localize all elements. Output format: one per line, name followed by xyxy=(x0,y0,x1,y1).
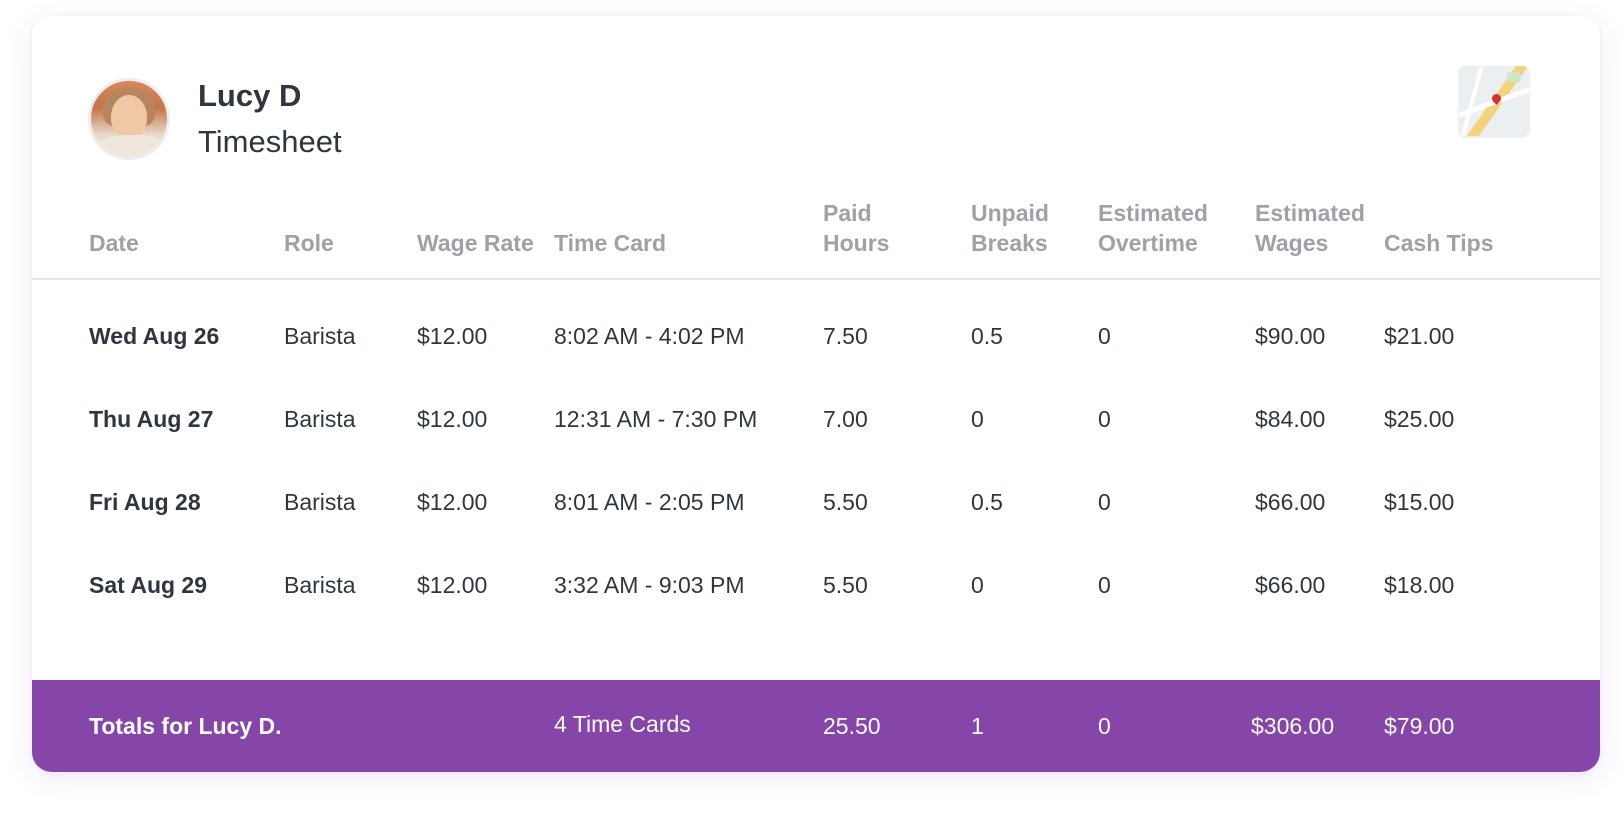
table-row[interactable]: Thu Aug 27 Barista $12.00 12:31 AM - 7:3… xyxy=(32,399,1600,439)
cell-role: Barista xyxy=(284,489,356,515)
cell-paid-hours: 7.50 xyxy=(823,323,868,349)
cell-wage-rate: $12.00 xyxy=(417,323,488,349)
cell-unpaid-breaks: 0.5 xyxy=(971,323,1003,349)
cell-date: Sat Aug 29 xyxy=(89,572,208,598)
column-header-estimated-overtime-line1: Estimated xyxy=(1098,200,1208,226)
column-header-unpaid-breaks-line2: Breaks xyxy=(971,230,1048,256)
cell-role: Barista xyxy=(284,406,356,432)
timesheet-card: Lucy D Timesheet Date Role Wage Rate Tim… xyxy=(32,16,1600,772)
column-header-estimated-overtime[interactable]: Estimated Overtime xyxy=(1098,198,1238,258)
cell-paid-hours: 7.00 xyxy=(823,406,868,432)
cell-cash-tips: $15.00 xyxy=(1384,489,1455,515)
cell-unpaid-breaks: 0 xyxy=(971,572,984,598)
totals-paid-hours: 25.50 xyxy=(823,713,881,739)
cell-role: Barista xyxy=(284,323,356,349)
column-header-estimated-wages[interactable]: Estimated Wages xyxy=(1255,198,1395,258)
table-row[interactable]: Sat Aug 29 Barista $12.00 3:32 AM - 9:03… xyxy=(32,565,1600,605)
column-header-paid-hours-line1: Paid xyxy=(823,200,872,226)
cell-estimated-wages: $84.00 xyxy=(1255,406,1326,432)
cell-paid-hours: 5.50 xyxy=(823,572,868,598)
totals-estimated-wages: $306.00 xyxy=(1251,713,1335,739)
column-header-estimated-wages-line1: Estimated xyxy=(1255,200,1365,226)
cell-wage-rate: $12.00 xyxy=(417,489,488,515)
cell-cash-tips: $25.00 xyxy=(1384,406,1455,432)
employee-name: Lucy D xyxy=(198,78,302,113)
cell-role: Barista xyxy=(284,572,356,598)
cell-estimated-wages: $66.00 xyxy=(1255,572,1326,598)
totals-estimated-overtime: 0 xyxy=(1098,713,1111,739)
cell-estimated-overtime: 0 xyxy=(1098,406,1111,432)
cell-estimated-wages: $90.00 xyxy=(1255,323,1326,349)
cell-cash-tips: $18.00 xyxy=(1384,572,1455,598)
cell-unpaid-breaks: 0.5 xyxy=(971,489,1003,515)
column-header-estimated-wages-line2: Wages xyxy=(1255,230,1329,256)
column-header-unpaid-breaks[interactable]: Unpaid Breaks xyxy=(971,198,1111,258)
cell-date: Fri Aug 28 xyxy=(89,489,201,515)
cell-estimated-overtime: 0 xyxy=(1098,323,1111,349)
cell-wage-rate: $12.00 xyxy=(417,406,488,432)
page-subtitle: Timesheet xyxy=(198,124,342,159)
column-header-role[interactable]: Role xyxy=(284,230,334,256)
cell-cash-tips: $21.00 xyxy=(1384,323,1455,349)
avatar xyxy=(88,78,170,160)
avatar-face xyxy=(111,95,147,139)
cell-paid-hours: 5.50 xyxy=(823,489,868,515)
column-header-wage-rate[interactable]: Wage Rate xyxy=(417,230,534,256)
cell-estimated-overtime: 0 xyxy=(1098,572,1111,598)
column-header-estimated-overtime-line2: Overtime xyxy=(1098,230,1198,256)
table-header: Date Role Wage Rate Time Card Paid Hours… xyxy=(32,176,1600,280)
column-header-paid-hours[interactable]: Paid Hours xyxy=(823,198,963,258)
totals-cash-tips: $79.00 xyxy=(1384,713,1455,739)
cell-date: Wed Aug 26 xyxy=(89,323,220,349)
column-header-unpaid-breaks-line1: Unpaid xyxy=(971,200,1049,226)
column-header-time-card[interactable]: Time Card xyxy=(554,230,667,256)
avatar-sweater xyxy=(95,135,167,157)
column-header-cash-tips[interactable]: Cash Tips xyxy=(1384,230,1494,256)
column-header-date[interactable]: Date xyxy=(89,230,139,256)
cell-time-card: 3:32 AM - 9:03 PM xyxy=(554,572,745,598)
cell-unpaid-breaks: 0 xyxy=(971,406,984,432)
cell-time-card: 8:01 AM - 2:05 PM xyxy=(554,489,745,515)
totals-unpaid-breaks: 1 xyxy=(971,713,984,739)
cell-estimated-overtime: 0 xyxy=(1098,489,1111,515)
totals-time-cards[interactable]: 4 Time Cards xyxy=(554,711,691,737)
cell-wage-rate: $12.00 xyxy=(417,572,488,598)
column-header-paid-hours-line2: Hours xyxy=(823,230,890,256)
map-thumbnail-icon[interactable] xyxy=(1459,66,1529,136)
cell-time-card: 12:31 AM - 7:30 PM xyxy=(554,406,758,432)
cell-estimated-wages: $66.00 xyxy=(1255,489,1326,515)
totals-row: Totals for Lucy D. 4 Time Cards 25.50 1 … xyxy=(32,680,1600,772)
map-park xyxy=(1507,72,1521,82)
cell-date: Thu Aug 27 xyxy=(89,406,214,432)
cell-time-card: 8:02 AM - 4:02 PM xyxy=(554,323,745,349)
totals-label: Totals for Lucy D. xyxy=(89,713,282,739)
timesheet-header: Lucy D Timesheet xyxy=(32,16,1600,176)
table-row[interactable]: Wed Aug 26 Barista $12.00 8:02 AM - 4:02… xyxy=(32,316,1600,356)
table-row[interactable]: Fri Aug 28 Barista $12.00 8:01 AM - 2:05… xyxy=(32,482,1600,522)
